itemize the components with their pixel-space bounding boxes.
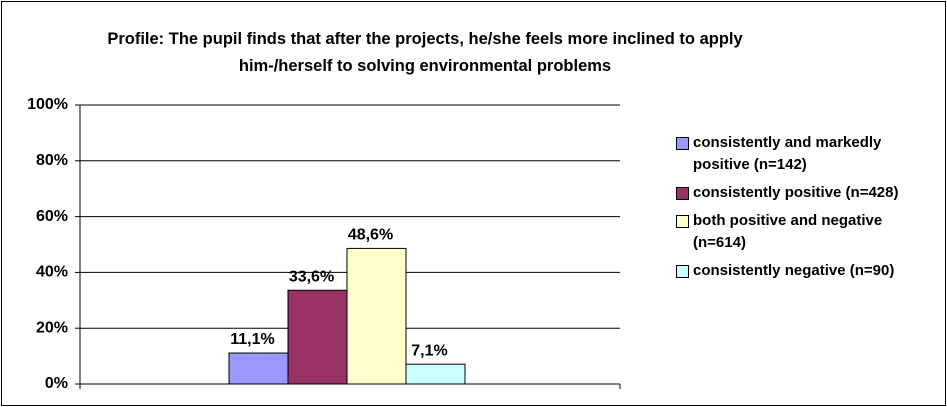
y-tick-label: 100% (27, 96, 68, 113)
chart-title: Profile: The pupil finds that after the … (107, 30, 743, 75)
legend: consistently and markedly positive (n=14… (676, 132, 901, 288)
bar (287, 289, 348, 385)
data-label: 48,6% (348, 227, 393, 244)
bar (346, 247, 407, 385)
legend-item: consistently positive (n=428) (676, 182, 901, 204)
y-tick-label: 40% (36, 264, 68, 281)
data-label: 11,1% (230, 331, 274, 348)
y-tick-label: 0% (45, 375, 68, 392)
bar (228, 352, 289, 385)
legend-item: consistently and markedly positive (n=14… (676, 132, 901, 176)
y-tick-label: 20% (36, 319, 68, 336)
legend-item: both positive and negative (n=614) (676, 210, 901, 254)
legend-label: consistently positive (n=428) (693, 184, 899, 201)
legend-label: consistently and markedly positive (n=14… (693, 134, 882, 173)
legend-swatch (676, 215, 689, 228)
legend-label: both positive and negative (n=614) (693, 212, 883, 251)
y-tick-label: 80% (36, 152, 68, 169)
bar (405, 363, 466, 385)
legend-item: consistently negative (n=90) (676, 260, 901, 282)
legend-swatch (676, 187, 689, 200)
legend-swatch (676, 137, 689, 150)
y-tick-label: 60% (36, 208, 68, 225)
data-label: 33,6% (289, 268, 334, 285)
data-label: 7,1% (411, 342, 447, 359)
legend-label: consistently negative (n=90) (693, 262, 895, 279)
legend-swatch (676, 265, 689, 278)
